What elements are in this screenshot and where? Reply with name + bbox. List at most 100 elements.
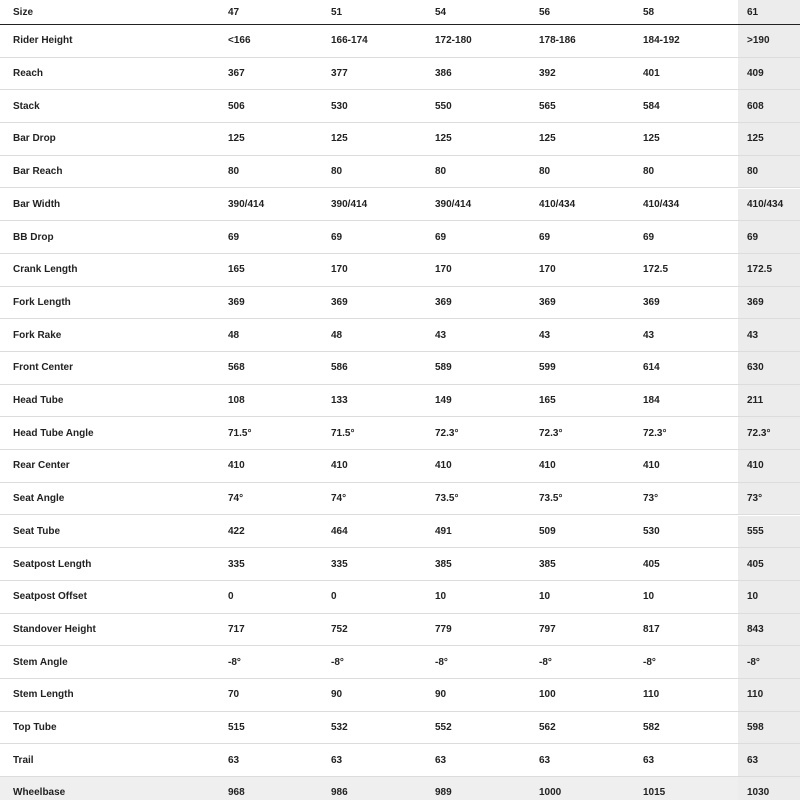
cell-value: 630 (738, 352, 800, 384)
row-label: Bar Width (13, 198, 61, 210)
cell-value: 386 (435, 68, 452, 80)
cell-value: 73.5° (539, 493, 563, 505)
cell-value: 90 (331, 689, 343, 701)
cell-value: 598 (738, 711, 800, 744)
cell-value: 968 (228, 787, 245, 799)
cell-value: 410/434 (643, 198, 680, 210)
cell-value: 410/434 (738, 188, 800, 221)
cell-value: 125 (331, 133, 348, 145)
cell-value: 80 (435, 166, 447, 178)
cell-value: 125 (539, 133, 556, 145)
cell-value: 80 (331, 166, 343, 178)
row-label: Crank Length (13, 264, 78, 276)
table-row: Reach 367 377 386 392 401 409 (0, 57, 800, 91)
cell-value: 1000 (539, 787, 562, 799)
row-label: Rider Height (13, 35, 73, 47)
cell-value: 589 (435, 362, 452, 374)
cell-value: 367 (228, 68, 245, 80)
cell-value: 61 (738, 0, 800, 24)
table-row: BB Drop 69 69 69 69 69 69 (0, 221, 800, 254)
cell-value: 752 (331, 623, 348, 635)
cell-value: 410 (228, 460, 245, 472)
cell-value: 377 (331, 68, 348, 80)
table-row: Front Center 568 586 589 599 614 630 (0, 352, 800, 385)
cell-value: 63 (738, 744, 800, 777)
cell-value: 72.3° (643, 427, 667, 439)
cell-value: 43 (539, 329, 551, 341)
cell-value: 464 (331, 525, 348, 537)
cell-value: 410 (331, 460, 348, 472)
cell-value: 369 (643, 296, 660, 308)
cell-value: 491 (435, 525, 452, 537)
cell-value: 410 (738, 450, 800, 482)
table-row: Fork Rake 48 48 43 43 43 43 (0, 319, 800, 352)
cell-value: 1030 (738, 777, 800, 800)
table-row: Head Tube 108 133 149 165 184 211 (0, 384, 800, 418)
cell-value: 69 (228, 231, 240, 243)
cell-value: 0 (228, 591, 234, 603)
row-label: Bar Reach (13, 166, 63, 178)
table-row: Head Tube Angle 71.5° 71.5° 72.3° 72.3° 72.3°… (0, 417, 800, 451)
cell-value: 43 (435, 329, 447, 341)
cell-value: 184 (643, 395, 660, 407)
cell-value: 63 (331, 754, 343, 766)
row-label: Standover Height (13, 623, 96, 635)
cell-value: 43 (738, 319, 800, 351)
table-row: Trail 63 63 63 63 63 63 (0, 744, 800, 778)
cell-value: 172-180 (435, 35, 472, 47)
row-label: Head Tube Angle (13, 427, 94, 439)
cell-value: 170 (331, 264, 348, 276)
cell-value: 369 (331, 296, 348, 308)
row-label: Stem Length (13, 689, 74, 701)
cell-value: 125 (643, 133, 660, 145)
row-label: Trail (13, 754, 34, 766)
cell-value: 0 (331, 591, 337, 603)
cell-value: 10 (435, 591, 447, 603)
cell-value: 47 (228, 6, 240, 18)
cell-value: 1015 (643, 787, 666, 799)
row-label: Stack (13, 100, 40, 112)
table-row: Rear Center 410 410 410 410 410 410 (0, 450, 800, 483)
cell-value: 69 (539, 231, 551, 243)
cell-value: 63 (435, 754, 447, 766)
cell-value: 72.3° (738, 417, 800, 450)
cell-value: 586 (331, 362, 348, 374)
cell-value: 51 (331, 6, 343, 18)
row-label: BB Drop (13, 231, 54, 243)
cell-value: <166 (228, 35, 251, 47)
cell-value: -8° (738, 646, 800, 678)
table-row: Bar Reach 80 80 80 80 80 80 (0, 155, 800, 189)
cell-value: 80 (539, 166, 551, 178)
cell-value: 335 (228, 558, 245, 570)
table-row: Wheelbase 968 986 989 1000 1015 1030 (0, 777, 800, 800)
cell-value: 599 (539, 362, 556, 374)
cell-value: 125 (738, 123, 800, 155)
cell-value: 369 (435, 296, 452, 308)
cell-value: 401 (643, 68, 660, 80)
cell-value: 565 (539, 100, 556, 112)
cell-value: 72.3° (435, 427, 459, 439)
cell-value: 405 (643, 558, 660, 570)
cell-value: 584 (643, 100, 660, 112)
cell-value: 10 (738, 580, 800, 613)
cell-value: 405 (738, 548, 800, 580)
cell-value: 555 (738, 515, 800, 548)
cell-value: 779 (435, 623, 452, 635)
row-label: Seat Tube (13, 525, 61, 537)
cell-value: 73° (643, 493, 659, 505)
cell-value: 80 (738, 155, 800, 188)
cell-value: 506 (228, 100, 245, 112)
cell-value: 172.5 (643, 264, 669, 276)
row-label: Front Center (13, 362, 73, 374)
cell-value: 211 (738, 384, 800, 417)
header-row: Size 47 51 54 56 58 61 (0, 0, 800, 25)
table-row: Seatpost Length 335 335 385 385 405 405 (0, 548, 800, 581)
cell-value: 410 (435, 460, 452, 472)
cell-value: 74° (228, 493, 244, 505)
cell-value: 184-192 (643, 35, 680, 47)
cell-value: -8° (435, 656, 448, 668)
table-row: Bar Drop 125 125 125 125 125 125 (0, 123, 800, 156)
cell-value: 410 (539, 460, 556, 472)
cell-value: 54 (435, 6, 447, 18)
